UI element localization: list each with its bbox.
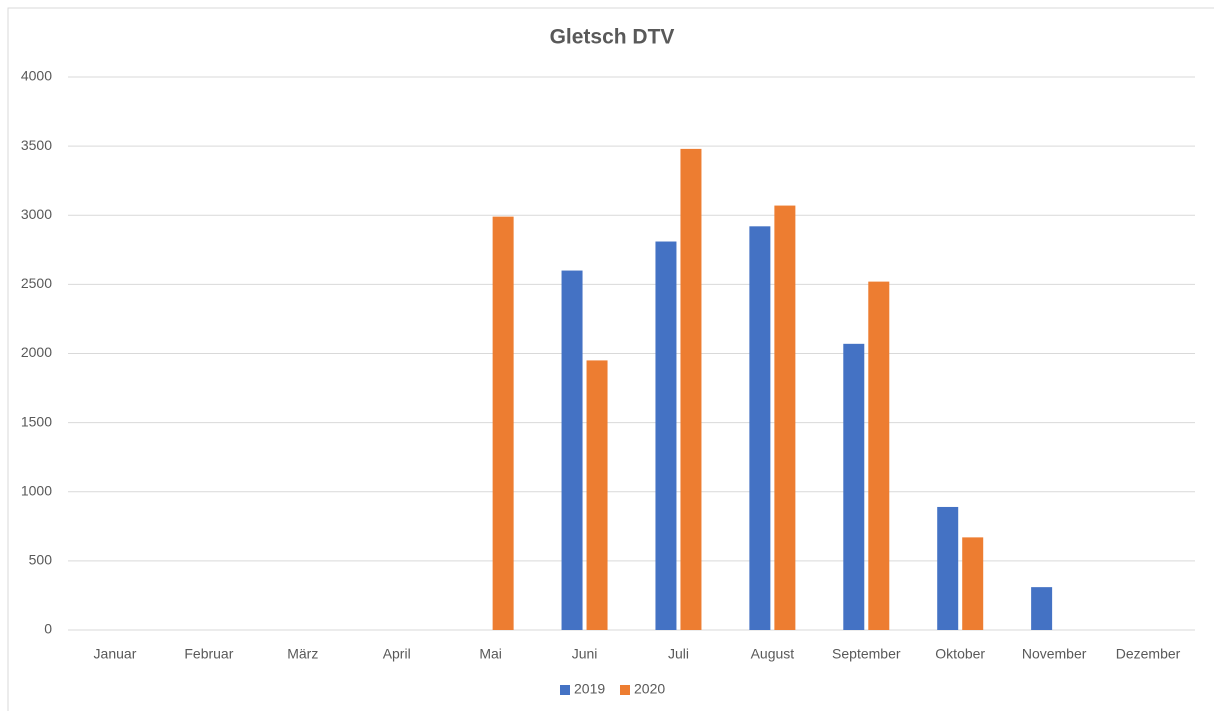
x-tick-label: Juni <box>572 646 598 662</box>
y-tick-label: 3500 <box>21 137 52 153</box>
legend-label: 2020 <box>634 681 665 697</box>
x-tick-label: Juli <box>668 646 689 662</box>
x-tick-label: April <box>383 646 411 662</box>
chart-title: Gletsch DTV <box>550 26 675 49</box>
bar <box>561 270 583 630</box>
bar <box>1031 587 1053 630</box>
bar <box>492 216 514 630</box>
y-tick-label: 1000 <box>21 482 52 498</box>
bar <box>937 506 959 630</box>
y-tick-label: 3000 <box>21 206 52 222</box>
bar <box>843 343 865 630</box>
legend-swatch <box>620 685 630 695</box>
legend-swatch <box>560 685 570 695</box>
x-tick-label: Januar <box>94 646 137 662</box>
bar <box>586 360 608 630</box>
x-tick-label: Februar <box>184 646 233 662</box>
bar <box>680 148 702 630</box>
x-tick-label: Mai <box>479 646 502 662</box>
x-tick-label: September <box>832 646 901 662</box>
y-tick-label: 2000 <box>21 344 52 360</box>
x-tick-label: November <box>1022 646 1087 662</box>
y-tick-label: 0 <box>44 621 52 637</box>
y-tick-label: 500 <box>29 552 53 568</box>
chart-frame <box>7 7 1214 711</box>
bar <box>655 241 677 630</box>
y-tick-label: 1500 <box>21 413 52 429</box>
x-tick-label: August <box>751 646 795 662</box>
x-tick-label: März <box>287 646 318 662</box>
y-tick-label: 4000 <box>21 68 52 84</box>
bar <box>868 281 890 630</box>
bar <box>962 537 984 630</box>
y-tick-label: 2500 <box>21 275 52 291</box>
legend-label: 2019 <box>574 681 605 697</box>
x-tick-label: Dezember <box>1116 646 1181 662</box>
bar <box>774 205 796 630</box>
bar <box>749 226 771 630</box>
x-tick-label: Oktober <box>935 646 985 662</box>
